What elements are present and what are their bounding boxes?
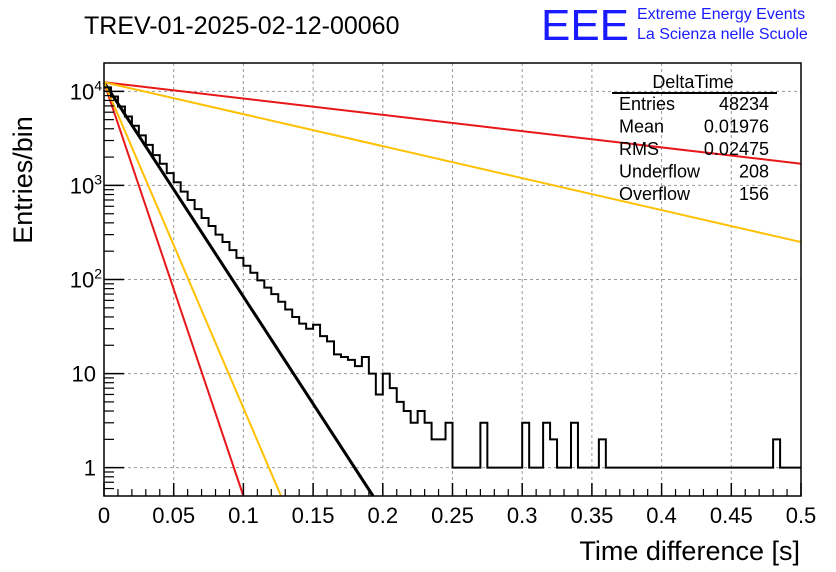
- stats-label: RMS: [619, 139, 659, 159]
- x-tick-label: 0.45: [710, 503, 753, 528]
- logo: EEE Extreme Energy Events La Scienza nel…: [541, 1, 808, 50]
- x-tick-label: 0.1: [228, 503, 259, 528]
- chart-title: TREV-01-2025-02-12-00060: [84, 12, 399, 40]
- grid-lines: [104, 63, 801, 496]
- fit-line: [103, 81, 802, 244]
- y-tick-label: 102: [70, 266, 102, 293]
- y-axis-ticks: 1 10 102 103 104: [70, 77, 124, 490]
- y-tick-label: 103: [70, 171, 102, 198]
- logo-mark: EEE: [541, 1, 629, 50]
- x-tick-label: 0.15: [292, 503, 335, 528]
- fit-line: [103, 81, 245, 497]
- x-tick-label: 0.35: [570, 503, 613, 528]
- stats-label: Mean: [619, 117, 664, 137]
- y-tick-label: 104: [70, 77, 102, 104]
- stats-title: DeltaTime: [652, 72, 733, 92]
- stats-value: 48234: [719, 94, 769, 114]
- x-tick-label: 0: [98, 503, 110, 528]
- y-tick-label: 10: [72, 362, 96, 387]
- x-axis-ticks: 0 0.05 0.1 0.15 0.2 0.25 0.3 0.35 0.4 0.45 0.5: [98, 483, 816, 528]
- histogram-series: [104, 86, 801, 469]
- stats-label: Underflow: [619, 162, 701, 182]
- stats-label: Entries: [619, 94, 675, 114]
- x-axis-label: Time difference [s]: [579, 536, 800, 566]
- stats-value: 208: [739, 162, 769, 182]
- x-tick-label: 0.5: [786, 503, 817, 528]
- x-tick-label: 0.25: [431, 503, 474, 528]
- y-axis-label: Entries/bin: [8, 116, 38, 244]
- stats-value: 0.02475: [704, 139, 769, 159]
- stats-value: 0.01976: [704, 117, 769, 137]
- stats-value: 156: [739, 184, 769, 204]
- fit-line: [102, 81, 375, 497]
- fit-curves: [102, 81, 802, 497]
- y-tick-label: 1: [84, 456, 96, 481]
- x-tick-label: 0.05: [152, 503, 195, 528]
- x-tick-label: 0.3: [507, 503, 538, 528]
- logo-line-2: La Scienza nelle Scuole: [637, 26, 808, 43]
- x-tick-label: 0.4: [646, 503, 677, 528]
- x-tick-label: 0.2: [368, 503, 399, 528]
- stats-label: Overflow: [619, 184, 691, 204]
- fit-line: [103, 81, 802, 165]
- fit-line: [103, 81, 282, 497]
- stats-rows: Entries 48234 Mean 0.01976 RMS 0.02475Underfl…: [619, 94, 769, 204]
- stats-box: DeltaTime Entries 48234 Mean 0.01976 RMS 0.02…: [612, 72, 777, 204]
- logo-line-1: Extreme Energy Events: [637, 6, 805, 23]
